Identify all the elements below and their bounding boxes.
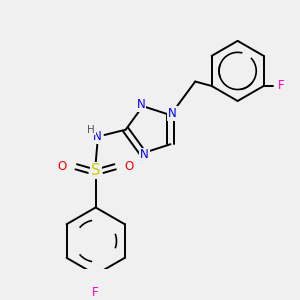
Text: F: F — [278, 80, 285, 92]
Text: F: F — [92, 286, 99, 299]
Text: H: H — [87, 125, 95, 135]
Text: S: S — [91, 163, 100, 178]
Text: N: N — [93, 130, 102, 143]
Text: N: N — [140, 148, 149, 161]
Text: O: O — [57, 160, 67, 173]
Text: N: N — [137, 98, 146, 111]
Text: O: O — [124, 160, 134, 173]
Text: N: N — [168, 107, 177, 120]
